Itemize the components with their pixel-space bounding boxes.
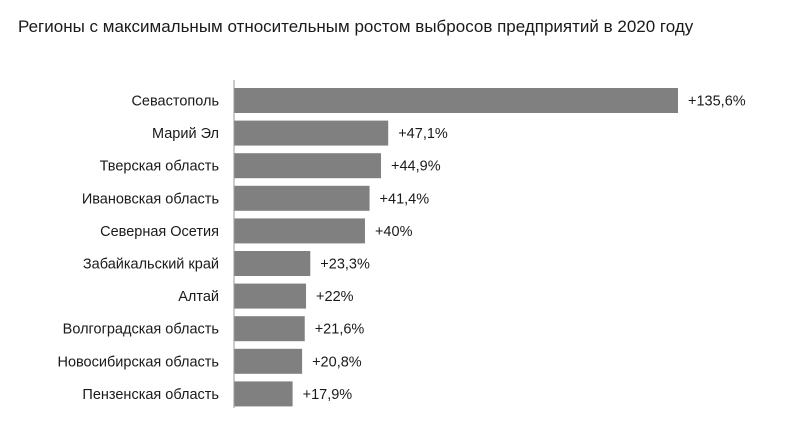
- chart-title: Регионы с максимальным относительным рос…: [18, 17, 694, 36]
- value-label: +20,8%: [312, 354, 362, 370]
- category-label: Ивановская область: [82, 191, 219, 207]
- value-label: +41,4%: [380, 191, 430, 207]
- value-labels-group: +135,6% +47,1% +44,9% +41,4% +40% +23,3% +22% +…: [303, 94, 746, 403]
- bar: [234, 218, 365, 244]
- category-label: Новосибирская область: [57, 354, 219, 370]
- bar: [234, 283, 307, 309]
- category-label: Марий Эл: [152, 126, 219, 142]
- category-label: Алтай: [178, 289, 219, 305]
- value-label: +135,6%: [688, 94, 746, 110]
- bar: [234, 120, 389, 146]
- value-label: +23,3%: [320, 257, 370, 273]
- category-label: Тверская область: [100, 159, 219, 175]
- category-label: Пензенская область: [82, 387, 219, 403]
- category-label: Забайкальский край: [83, 257, 219, 273]
- bar: [234, 185, 370, 211]
- value-label: +40%: [375, 224, 413, 240]
- bar: [234, 88, 678, 113]
- value-label: +22%: [316, 289, 354, 305]
- value-label: +47,1%: [398, 126, 448, 142]
- bar: [234, 153, 382, 179]
- value-label: +44,9%: [391, 159, 441, 175]
- value-label: +21,6%: [315, 322, 365, 338]
- bars-group: [234, 88, 678, 407]
- category-label: Севастополь: [131, 94, 219, 110]
- category-label: Северная Осетия: [100, 224, 219, 240]
- value-label: +17,9%: [303, 387, 353, 403]
- category-label: Волгоградская область: [63, 322, 219, 338]
- bar: [234, 251, 311, 276]
- bar: [234, 348, 303, 374]
- category-labels-group: Севастополь Марий Эл Тверская область Ивано…: [57, 94, 219, 403]
- bar: [234, 381, 293, 407]
- bar: [234, 316, 305, 342]
